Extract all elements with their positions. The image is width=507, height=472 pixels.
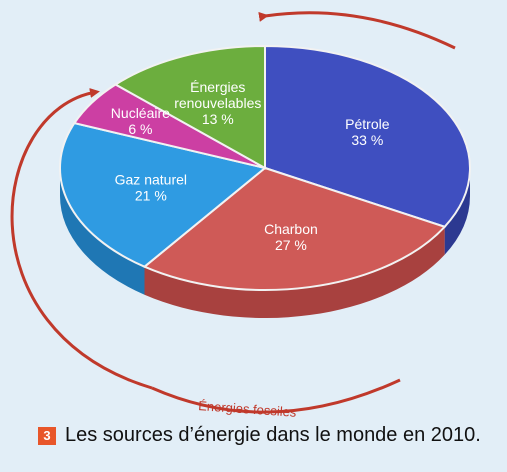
fossil-energy-arc-bottom: [151, 378, 401, 414]
label-charbon: Charbon 27 %: [264, 221, 318, 253]
slice-energies-renouvelables: [113, 44, 266, 170]
slice-side-gaz-naturel: [59, 168, 145, 295]
label-petrole: Pétrole 33 %: [345, 116, 390, 148]
figure-number: 3: [38, 426, 56, 445]
fossil-energy-label: Énergies fossiles: [198, 398, 298, 420]
figure-caption: 3 Les sources d’énergie dans le monde en…: [38, 424, 481, 447]
slice-side-charbon: [144, 226, 445, 318]
label-gaz-naturel: Gaz naturel 21 %: [115, 172, 187, 204]
caption-text: Les sources d’énergie dans le monde en 2…: [65, 424, 481, 446]
fossil-energy-arc: [10, 88, 153, 390]
pie-labels: Pétrole 33 % Charbon 27 % Gaz naturel 21 % Nuc…: [111, 79, 390, 253]
label-energies-renouvelables: Énergies renouvelables 13 %: [174, 79, 261, 127]
pie-slices: [59, 44, 471, 291]
slice-petrole: [264, 44, 471, 228]
fossil-energy-arc-top: [258, 11, 456, 50]
label-nucleaire: Nucléaire 6 %: [111, 105, 170, 137]
slice-gaz-naturel: [59, 121, 268, 268]
slice-charbon: [142, 166, 447, 291]
